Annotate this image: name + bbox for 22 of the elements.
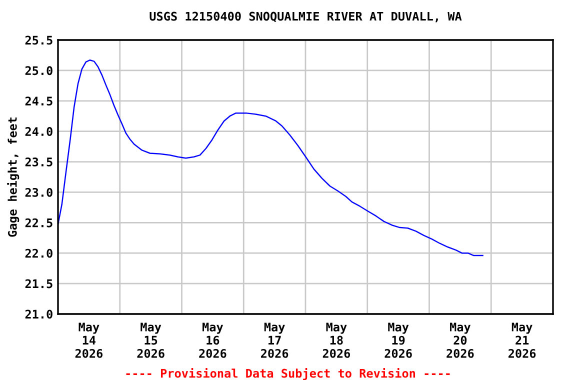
y-tick-label: 24.5	[25, 96, 52, 106]
y-tick-label: 25.0	[25, 66, 52, 76]
y-tick-label: 24.0	[25, 127, 52, 136]
y-tick-label: 21.0	[25, 310, 52, 319]
y-tick-label: 21.5	[25, 279, 52, 288]
y-tick-label: 22.0	[25, 248, 52, 258]
y-tick-label: 22.5	[25, 218, 52, 228]
x-tick-label: May 15 2026	[137, 322, 164, 358]
line-series	[58, 59, 484, 256]
text: ---- Provisional Data Subject to Revision ----	[126, 368, 450, 380]
x-tick-label: May 17 2026	[261, 322, 288, 358]
x-tick-label: May 21 2026	[508, 322, 536, 358]
x-tick-label: May 16 2026	[199, 322, 226, 358]
y-tick-label: 25.5	[25, 36, 52, 45]
y-tick-label: 23.5	[25, 158, 52, 166]
y-tick-label: 23.0	[25, 188, 52, 197]
x-tick-label: May 19 2026	[384, 322, 412, 358]
x-tick-label: May 20 2026	[446, 322, 474, 358]
chart-title: USGS 12150400 SNOQUALMIE RIVER AT DUVALL, WA	[150, 12, 462, 22]
y-axis-title: Gage height, feet	[7, 118, 20, 237]
x-tick-label: May 18 2026	[322, 322, 350, 358]
x-tick-label: May 14 2026	[75, 322, 103, 358]
